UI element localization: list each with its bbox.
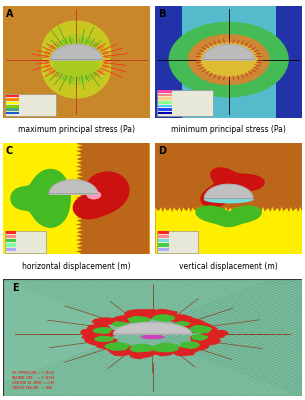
Polygon shape bbox=[191, 334, 208, 341]
Polygon shape bbox=[114, 322, 191, 334]
Polygon shape bbox=[149, 309, 178, 319]
Bar bbox=[158, 235, 169, 238]
Bar bbox=[6, 98, 19, 101]
Polygon shape bbox=[190, 334, 222, 347]
Bar bbox=[6, 108, 19, 111]
Polygon shape bbox=[41, 20, 111, 99]
Polygon shape bbox=[49, 180, 98, 194]
Bar bbox=[6, 231, 16, 234]
Bar bbox=[158, 101, 172, 104]
Ellipse shape bbox=[199, 42, 258, 77]
Text: COHESION EQ ZEROS = 4.80: COHESION EQ ZEROS = 4.80 bbox=[12, 381, 54, 385]
Polygon shape bbox=[129, 349, 156, 359]
Polygon shape bbox=[10, 169, 71, 228]
Text: minimum principal stress (Pa): minimum principal stress (Pa) bbox=[171, 126, 286, 134]
Bar bbox=[158, 94, 172, 96]
Polygon shape bbox=[168, 314, 194, 324]
Bar bbox=[158, 112, 172, 114]
Polygon shape bbox=[205, 184, 253, 198]
Bar bbox=[5, 94, 56, 116]
Bar bbox=[6, 248, 16, 250]
Ellipse shape bbox=[169, 22, 289, 98]
Bar bbox=[157, 231, 198, 253]
Polygon shape bbox=[105, 342, 132, 351]
Bar bbox=[158, 248, 169, 250]
Text: E: E bbox=[12, 282, 19, 292]
Polygon shape bbox=[93, 327, 112, 334]
Polygon shape bbox=[196, 206, 262, 227]
Polygon shape bbox=[129, 344, 157, 352]
Polygon shape bbox=[76, 142, 149, 254]
Bar bbox=[6, 112, 19, 114]
Text: SH COMPRESSIVE = 7.7E+04: SH COMPRESSIVE = 7.7E+04 bbox=[12, 371, 54, 375]
Polygon shape bbox=[80, 327, 119, 341]
Text: TENSION FAILURE  = 2899: TENSION FAILURE = 2899 bbox=[12, 386, 52, 390]
Text: vertical displacement (m): vertical displacement (m) bbox=[179, 262, 278, 271]
Polygon shape bbox=[87, 323, 112, 332]
Bar bbox=[6, 102, 19, 104]
Text: MAXIMUM CONF.  = 5.7E+04: MAXIMUM CONF. = 5.7E+04 bbox=[12, 376, 54, 380]
Bar bbox=[6, 95, 19, 97]
Polygon shape bbox=[200, 329, 229, 339]
Ellipse shape bbox=[141, 335, 164, 339]
Bar bbox=[6, 235, 16, 238]
Polygon shape bbox=[51, 44, 102, 60]
Text: D: D bbox=[158, 146, 166, 156]
Polygon shape bbox=[179, 342, 200, 349]
Polygon shape bbox=[127, 316, 151, 324]
Bar bbox=[5, 231, 45, 253]
Polygon shape bbox=[168, 346, 199, 356]
Text: maximum principal stress (Pa): maximum principal stress (Pa) bbox=[18, 126, 135, 134]
Polygon shape bbox=[96, 341, 124, 350]
Bar bbox=[156, 6, 182, 118]
Bar bbox=[158, 108, 172, 111]
Bar bbox=[6, 244, 16, 246]
Ellipse shape bbox=[87, 190, 101, 200]
Bar bbox=[158, 240, 169, 242]
Text: B: B bbox=[158, 9, 166, 19]
Polygon shape bbox=[152, 314, 176, 322]
Bar bbox=[158, 244, 169, 246]
Polygon shape bbox=[180, 318, 207, 328]
Ellipse shape bbox=[188, 34, 270, 85]
Polygon shape bbox=[200, 167, 265, 208]
Polygon shape bbox=[92, 318, 117, 326]
Text: A: A bbox=[6, 9, 13, 19]
Polygon shape bbox=[94, 336, 114, 342]
Bar bbox=[6, 105, 19, 108]
Ellipse shape bbox=[204, 196, 253, 203]
Polygon shape bbox=[149, 348, 174, 356]
Bar bbox=[157, 90, 213, 116]
Polygon shape bbox=[156, 207, 302, 254]
Polygon shape bbox=[151, 342, 180, 352]
Polygon shape bbox=[174, 321, 191, 327]
Polygon shape bbox=[124, 309, 158, 321]
Bar bbox=[158, 231, 169, 234]
Bar bbox=[6, 240, 16, 242]
Text: horizontal displacement (m): horizontal displacement (m) bbox=[22, 262, 131, 271]
Polygon shape bbox=[190, 325, 213, 333]
Polygon shape bbox=[54, 34, 99, 85]
Polygon shape bbox=[203, 44, 254, 60]
Text: C: C bbox=[6, 146, 13, 156]
Polygon shape bbox=[73, 171, 130, 219]
Polygon shape bbox=[112, 321, 128, 327]
Polygon shape bbox=[106, 344, 138, 356]
Polygon shape bbox=[84, 334, 119, 346]
Bar bbox=[276, 6, 302, 118]
Polygon shape bbox=[113, 315, 138, 324]
Polygon shape bbox=[184, 342, 210, 351]
Polygon shape bbox=[186, 323, 218, 333]
Bar bbox=[158, 97, 172, 100]
Bar bbox=[158, 90, 172, 93]
Bar bbox=[158, 104, 172, 107]
